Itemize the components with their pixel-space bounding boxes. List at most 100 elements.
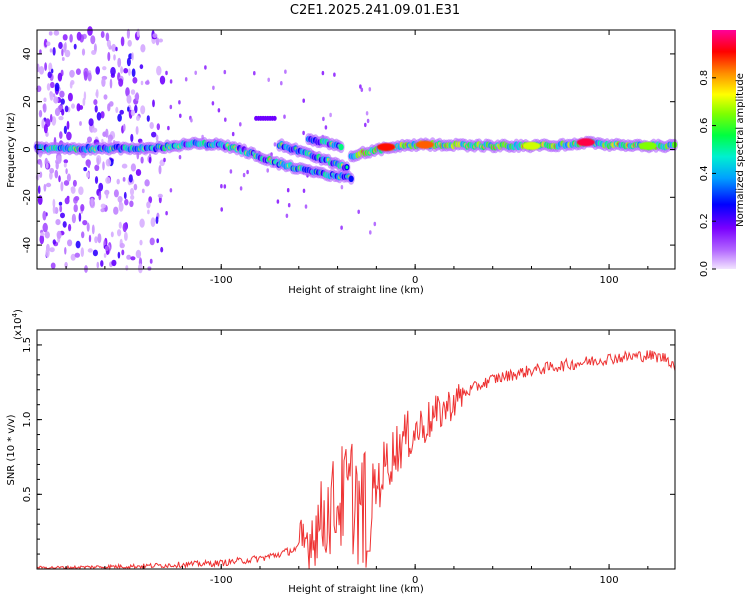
spectrogram-sparse-blob [322,116,325,122]
spectrogram-noise-blob [117,113,122,122]
spectrogram-noise-blob [51,68,54,74]
colorbar-tick-label: 0.8 [699,70,710,86]
spectrogram-sparse-blob [178,155,182,160]
spectrogram-noise-blob [69,34,73,43]
snr-x-label: Height of straight line (km) [288,584,424,595]
spectrogram-noise-blob [81,48,86,56]
spectrogram-sparse-blob [359,84,362,89]
spectrogram-noise-blob [139,239,143,246]
spectrogram-noise-blob [160,246,164,253]
spectrogram-noise-blob [49,48,53,53]
spectrogram-noise-blob [67,92,73,102]
spectrogram-noise-blob [53,30,60,36]
spectrogram-noise-blob [38,66,45,75]
spectrogram-noise-blob [37,185,41,194]
spectrogram-y-tick-label: 40 [22,48,33,61]
snr-data-point [182,564,183,565]
spectrogram-noise-blob [62,34,68,41]
snr-scale-exponent: 4 [11,312,19,317]
spectrogram-noise-blob [87,248,93,253]
spectrogram-noise-blob [96,261,100,269]
spectrogram-noise-blob [144,80,150,85]
spectrogram-noise-blob [73,204,78,213]
spectrogram-noise-blob [127,39,132,47]
spectrogram-noise-blob [72,179,77,187]
spectrogram-noise-blob [96,157,100,167]
spectrogram-noise-blob [136,115,140,121]
spectrogram-noise-blob [49,171,53,180]
spectrogram-noise-blob [66,120,70,130]
spectrogram-noise-blob [75,68,81,75]
spectrogram-noise-blob [64,197,70,205]
spectrogram-noise-blob [111,259,117,267]
snr-y-tick-label: 1.5 [22,337,33,353]
spectrogram-noise-blob [128,174,133,183]
snr-y-tick-label: 1.0 [22,412,33,428]
snr-data-point [424,424,425,425]
spectrogram-ridge-core [345,165,349,169]
spectrogram-noise-blob [118,201,124,212]
spectrogram-noise-blob [124,198,129,206]
spectrogram-noise-blob [55,161,59,170]
spectrogram-noise-blob [105,158,112,167]
snr-data-point [647,355,648,356]
spectrogram-noise-blob [141,188,145,194]
spectrogram-noise-blob [103,253,107,258]
snr-data-point [550,367,551,368]
spectrogram-noise-blob [42,222,48,233]
snr-data-point [221,563,222,564]
spectrogram-noise-blob [94,236,98,244]
spectrogram-noise-blob [135,249,142,259]
spectrogram-sparse-blob [286,188,290,193]
spectrogram-noise-blob [148,196,153,204]
spectrogram-sparse-blob [273,142,277,147]
snr-data-point [347,494,348,495]
spectrogram-noise-blob [43,123,48,134]
spectrogram-noise-blob [57,72,63,82]
spectrogram-sparse-blob [194,70,197,76]
spectrogram-sparse-blob [321,70,325,76]
spectrogram-noise-blob [151,131,157,138]
spectrogram-sparse-blob [211,101,215,106]
spectrogram-sparse-blob [302,98,306,103]
spectrogram-noise-blob [156,65,162,76]
spectrogram-y-tick-label: -20 [22,189,33,205]
spectrogram-noise-blob [157,193,163,198]
spectrogram-x-label: Height of straight line (km) [288,285,424,296]
spectrogram-noise-blob [43,183,47,192]
spectrogram-noise-blob [55,219,61,226]
spectrogram-noise-blob [61,108,65,116]
spectrogram-sparse-blob [266,168,270,173]
snr-data-point [308,539,309,540]
snr-data-point [463,394,464,395]
chart-title: C2E1.2025.241.09.01.E31 [290,3,460,18]
snr-data-point [609,358,610,359]
spectrogram-noise-blob [49,247,55,253]
snr-data-point [667,358,668,359]
spectrogram-noise-blob [91,127,98,133]
spectrogram-hotspot [415,140,434,149]
spectrogram-noise-blob [42,103,47,113]
spectrogram-noise-blob [152,33,158,39]
colorbar-label: Normalized spectral amplitude [735,73,746,227]
spectrogram-noise-blob [105,128,109,138]
spectrogram-noise-blob [91,224,95,235]
spectrogram-noise-blob [132,77,138,84]
spectrogram-noise-blob [45,162,49,169]
snr-y-label: SNR (10 * v/v) [6,414,17,485]
spectrogram-sparse-blob [190,118,193,123]
spectrogram-noise-blob [54,107,61,117]
spectrogram-noise-blob [131,52,134,61]
spectrogram-noise-blob [71,103,75,109]
snr-data-point [531,370,532,371]
spectrogram-noise-blob [90,35,96,45]
spectrogram-sparse-blob [287,203,291,208]
spectrogram-sparse-blob [267,77,271,83]
spectrogram-noise-blob [80,204,85,212]
spectrogram-noise-blob [94,164,100,171]
spectrogram-ridge-point [338,143,344,151]
spectrogram-noise-blob [90,198,94,206]
colorbar-gradient [712,30,736,269]
spectrogram-noise-blob [63,180,70,186]
spectrogram-noise-blob [54,82,60,92]
